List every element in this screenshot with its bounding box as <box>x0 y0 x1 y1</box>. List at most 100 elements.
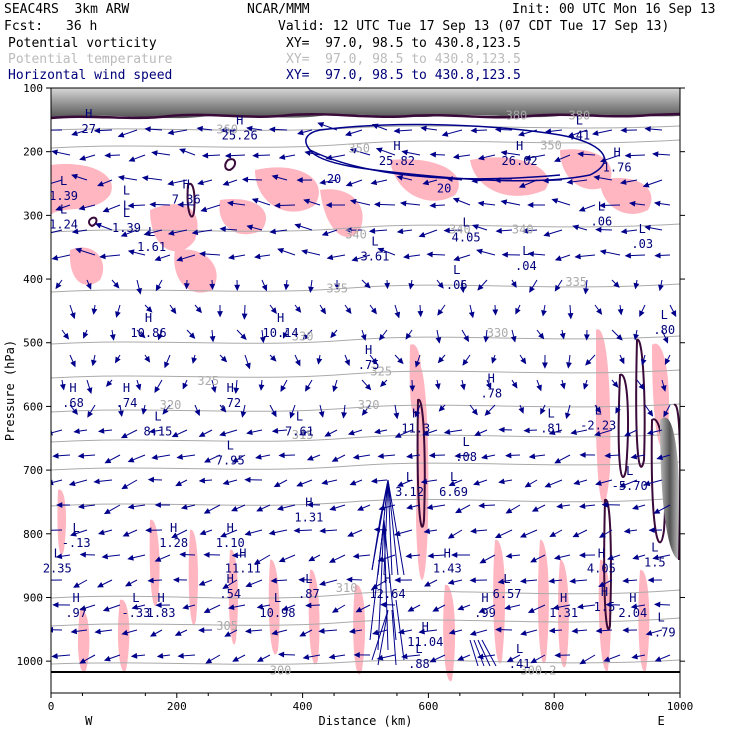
extrema-labels: H27L1.39L1.24H7.36H25.26H25.82H26.02L.41… <box>43 107 676 671</box>
y-tick-label: 100 <box>23 82 43 95</box>
wind-vector-head <box>125 580 132 587</box>
west-label: W <box>85 714 93 728</box>
init-time: Init: 00 UTC Mon 16 Sep 13 <box>512 2 716 17</box>
extremum-marker: L7.61 <box>285 410 314 439</box>
wind-vector-head <box>241 176 249 183</box>
wind-vector-head <box>524 154 532 161</box>
extremum-value: .81 <box>540 422 562 436</box>
wind-vector-head <box>246 224 254 231</box>
wind-vector-head <box>295 306 302 313</box>
extremum-value: 25.26 <box>222 129 258 143</box>
wind-vector-head <box>460 383 466 391</box>
wind-vector-head <box>629 200 636 207</box>
extremum-type: H <box>236 114 243 128</box>
wind-vector-head <box>595 627 602 634</box>
wind-vector-head <box>120 432 128 439</box>
wind-vector-head <box>261 284 268 292</box>
wind-vector-head <box>94 222 102 229</box>
extremum-value: .03 <box>631 237 653 251</box>
wind-vector-head <box>492 309 499 316</box>
wind-vector-head <box>305 384 311 392</box>
extremum-value: 4.05 <box>452 230 481 244</box>
wind-vector-head <box>344 130 352 137</box>
wind-vector-head <box>368 228 376 234</box>
wind-vector-head <box>325 154 333 161</box>
wind-vector-head <box>319 179 326 185</box>
theta-label: 305 <box>216 619 238 633</box>
extremum-marker: H.75 <box>358 343 380 372</box>
wind-vector-head <box>220 127 227 133</box>
wind-vector-head <box>607 554 614 561</box>
wind-vector-head <box>505 507 513 514</box>
wind-vector-head <box>141 408 148 415</box>
wind-vector-head <box>203 457 211 463</box>
wind-vector-head <box>401 653 408 660</box>
wind-vector-head <box>374 428 381 435</box>
wind-vector-head <box>396 228 404 235</box>
extremum-type: L <box>371 235 378 249</box>
wind-vector-head <box>241 313 248 320</box>
field-xy-wind: XY= 97.0, 98.5 to 430.8,123.5 <box>286 68 521 83</box>
wind-vector-head <box>71 408 78 415</box>
wind-vector-head <box>414 410 421 418</box>
extremum-value: .72 <box>219 396 241 410</box>
wind-vector-head <box>527 607 535 613</box>
wind-vector-head <box>401 149 409 156</box>
wind-vector-head <box>624 252 631 259</box>
wind-vector-head <box>176 256 184 262</box>
wind-vector-head <box>566 178 573 185</box>
theta-label: 325 <box>197 374 219 388</box>
wind-vector-head <box>293 527 300 534</box>
wind-vector-head <box>149 201 156 208</box>
wind-vector-head <box>345 181 353 187</box>
wind-vector-head <box>191 229 199 236</box>
extremum-type: L <box>54 547 61 561</box>
wind-vector-head <box>420 125 427 132</box>
wind-vector-head <box>177 652 184 659</box>
wind-vector-head <box>541 309 547 317</box>
wind-vector-head <box>504 604 511 611</box>
extremum-type: L <box>60 203 67 217</box>
wind-vector-head <box>127 503 135 510</box>
wind-vector-head <box>642 181 650 188</box>
extremum-type: H <box>629 591 636 605</box>
wind-vector-head <box>196 125 204 132</box>
extremum-type: L <box>123 184 130 198</box>
wind-vector-head <box>644 224 651 231</box>
extremum-marker: H.97 <box>65 591 87 620</box>
extremum-value: 25.82 <box>379 154 415 168</box>
wind-vector-head <box>56 502 63 508</box>
wind-vector-head <box>617 308 624 316</box>
wind-vector-head <box>632 554 640 560</box>
extremum-type: H <box>227 572 234 586</box>
extremum-value: 8.15 <box>143 425 172 439</box>
wind-vector-head <box>224 152 232 159</box>
wind-vector-head <box>477 200 485 207</box>
extremum-marker: H1.28 <box>159 521 188 550</box>
wind-vector-head <box>604 452 611 459</box>
extremum-type: H <box>516 139 523 153</box>
extremum-type: H <box>73 591 80 605</box>
wind-vector-head <box>469 630 477 636</box>
wind-vector-head <box>527 202 534 208</box>
extremum-type: H <box>601 585 608 599</box>
extremum-marker: L-2.23 <box>580 403 616 432</box>
extremum-marker: H11.3 <box>401 407 430 436</box>
wind-vector-head <box>670 310 677 318</box>
wind-vector-head <box>45 578 50 582</box>
extremum-value: .99 <box>474 606 496 620</box>
wind-vector-head <box>554 156 561 162</box>
extremum-value: 27 <box>82 122 96 136</box>
extremum-value: .97 <box>65 606 87 620</box>
wind-vector-head <box>564 412 571 420</box>
wind-vector-head <box>594 430 601 437</box>
wind-vector-head <box>304 150 311 156</box>
wind-vector-head <box>199 529 207 536</box>
field-xy-pv: XY= 97.0, 98.5 to 430.8,123.5 <box>286 36 521 51</box>
wind-vector-head <box>164 361 170 369</box>
extremum-value: 7.95 <box>216 453 245 467</box>
extremum-marker: H2.04 <box>618 591 647 620</box>
wind-vector-head <box>224 631 232 637</box>
wind-vector-head <box>256 656 264 662</box>
wind-vector-head <box>463 335 470 343</box>
